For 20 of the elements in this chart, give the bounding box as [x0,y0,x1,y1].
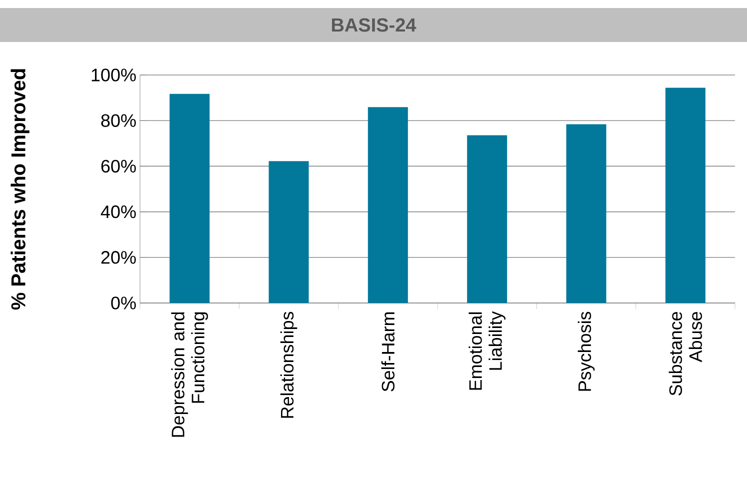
bar [467,135,508,303]
bar [368,107,408,303]
y-tick-label: 100% [92,68,136,82]
chart-title: BASIS-24 [332,18,416,32]
x-tick-label: Emotional Liability [468,311,506,390]
y-axis-title: % Patients who Improved [10,69,30,310]
x-tick-label: Self-Harm [381,312,395,392]
x-tick-label: Depression and Functioning [171,312,208,437]
bar [268,161,309,303]
y-tick-label: 40% [100,205,136,218]
y-tick-label: 80% [101,114,136,127]
x-tick-label: Relationships [280,312,298,418]
bar [566,124,606,303]
y-tick-label: 60% [101,160,136,173]
bar [170,94,210,303]
x-tick-label: Psychosis [578,312,595,391]
bar [665,88,706,303]
y-tick-label: 0% [111,296,136,310]
x-tick-label: Substance Abuse [668,312,702,396]
y-tick-label: 20% [101,251,136,264]
